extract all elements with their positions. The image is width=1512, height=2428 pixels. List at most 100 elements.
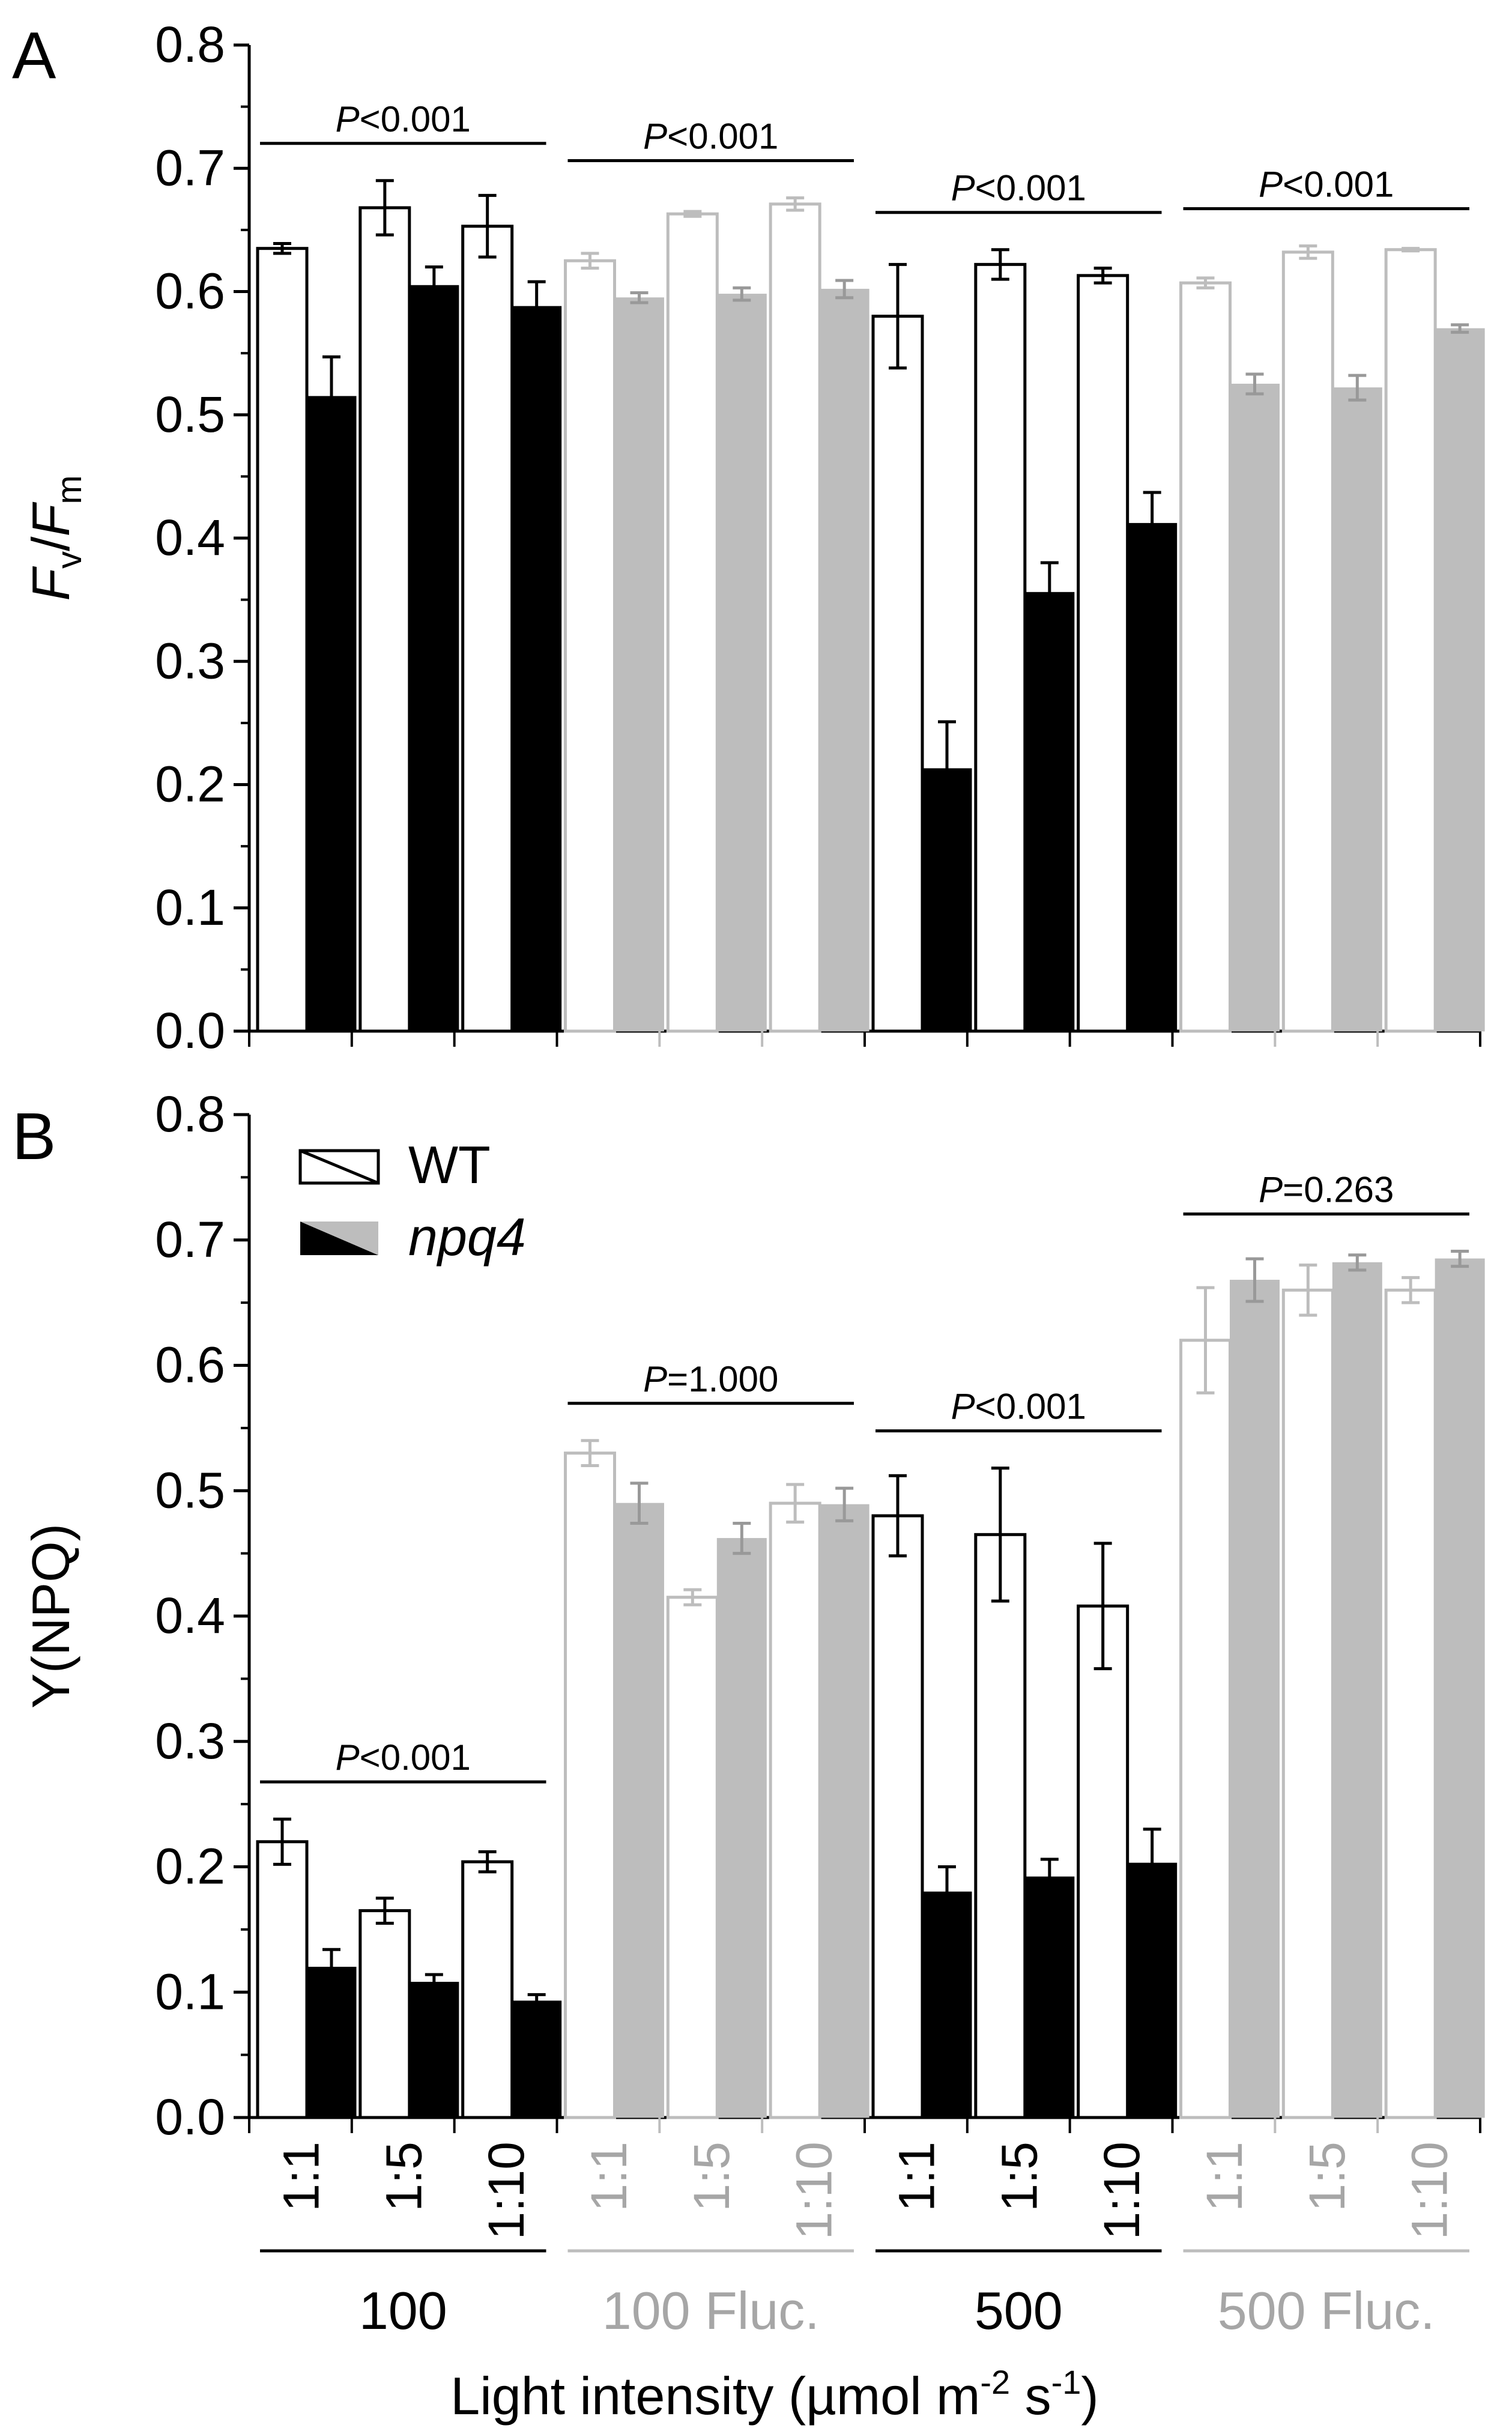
panel-a-fv-fm-chart: A 0.0 0.1 0.2 0.3 0.4 0.5 0.6 0.7 0.8 Fv/Fm P<0.001… [12,16,1485,1059]
y-tick-label: 0.3 [155,632,225,689]
x-category-label: 1:10 [786,2142,842,2240]
panel-b-ynpq-chart: B 0.0 0.1 0.2 0.3 0.4 0.5 0.6 0.7 0.8 Y(NPQ) P<0.00… [12,1086,1485,2145]
x-group-label: 500 Fluc. [1218,2281,1435,2340]
bar-npq4 [716,294,767,1032]
pvalue-label: P=1.000 [643,1359,778,1399]
bar-npq4 [1332,387,1382,1032]
x-axis-group-labels: 1:1 1:5 1:10 100 1:1 1:5 1:10 100 Fluc. 1:1 1:5 1:… [260,2142,1469,2340]
pvalue-label: P<0.001 [951,1387,1086,1427]
bar-wt [564,1452,616,2119]
bar-wt [769,202,821,1033]
x-group-label: 100 [359,2281,447,2340]
pvalue-label: P<0.001 [951,168,1086,208]
bar-wt [1384,248,1437,1033]
bar-npq4 [1435,328,1485,1032]
x-category-label: 1:1 [888,2142,945,2212]
x-category-label: 1:10 [1093,2142,1150,2240]
y-tick-label: 0.6 [155,263,225,319]
x-group-label: 100 Fluc. [602,2281,820,2340]
y-tick-label: 0.4 [155,509,225,566]
bar-npq4 [1332,1262,1382,2118]
x-category-label: 1:1 [1196,2142,1253,2212]
bar-npq4 [1127,1862,1178,2118]
y-tick-label: 0.2 [155,756,225,813]
bar-wt [1179,281,1232,1033]
pvalue-label: P<0.001 [1259,165,1394,205]
pvalue-label: P<0.001 [336,1737,471,1778]
bar-wt [256,247,309,1033]
y-tick-label: 0.6 [155,1337,225,1393]
y-tick-label: 0.1 [155,1963,225,2020]
bar-wt [871,315,924,1033]
x-category-label: 1:5 [683,2142,740,2212]
bar-npq4 [614,297,664,1032]
bar-npq4 [1230,383,1280,1032]
y-tick-label: 0.2 [155,1838,225,1895]
bar-wt [461,225,514,1033]
y-tick-label: 0.5 [155,1462,225,1518]
y-tick-label: 0.5 [155,386,225,443]
y-tick-label: 0.0 [155,1002,225,1059]
x-category-label: 1:5 [1299,2142,1355,2212]
bar-npq4 [922,1891,972,2118]
bar-wt [871,1514,924,2119]
panel-label: B [12,1100,56,1173]
bar-wt [666,212,719,1033]
bar-npq4 [716,1538,767,2118]
panel-label: A [12,19,56,92]
bar-npq4 [819,1504,869,2118]
y-tick-label: 0.1 [155,879,225,936]
bar-wt [1179,1339,1232,2119]
bar-npq4 [409,285,459,1032]
bar-wt [1077,274,1129,1033]
bar-wt [974,1533,1027,2119]
bar-npq4 [306,396,357,1032]
y-axis-title: Fv/Fm [21,475,89,601]
y-tick-label: 0.0 [155,2089,225,2145]
bar-wt [1384,1288,1437,2119]
pvalue-label: P=0.263 [1259,1170,1394,1210]
bar-npq4 [512,306,562,1032]
y-tick-label: 0.4 [155,1587,225,1644]
x-category-label: 1:5 [991,2142,1047,2212]
bar-npq4 [1127,522,1178,1032]
pvalue-label: P<0.001 [643,117,778,157]
bar-npq4 [1230,1280,1280,2118]
y-tick-label: 0.7 [155,1211,225,1268]
x-category-label: 1:10 [478,2142,534,2240]
legend-swatch-wt [298,1149,380,1185]
bar-npq4 [409,1982,459,2118]
bar-npq4 [512,2000,562,2118]
bar-npq4 [614,1503,664,2118]
pvalue-label: P<0.001 [336,99,471,139]
bar-wt [666,1596,719,2119]
x-category-label: 1:1 [273,2142,329,2212]
bar-wt [564,259,616,1033]
y-tick-label: 0.8 [155,1086,225,1142]
bar-npq4 [306,1967,357,2118]
bar-npq4 [1024,1876,1075,2118]
y-tick-label: 0.8 [155,16,225,73]
bar-wt [256,1840,309,2119]
legend: WT npq4 [298,1135,526,1267]
bar-wt [974,262,1027,1033]
bar-npq4 [1024,592,1075,1032]
bar-npq4 [1435,1258,1485,2118]
bar-wt [769,1501,821,2119]
x-category-label: 1:5 [375,2142,432,2212]
legend-swatch-npq4 [300,1222,378,1255]
x-category-label: 1:1 [581,2142,637,2212]
bar-wt [1077,1604,1129,2119]
legend-label-npq4: npq4 [408,1207,526,1267]
y-tick-label: 0.7 [155,139,225,196]
y-axis-title: Y(NPQ) [21,1524,80,1709]
bar-npq4 [819,288,869,1032]
legend-label-wt: WT [408,1135,491,1194]
x-axis-title: Light intensity (µmol m-2 s-1) [450,2363,1098,2426]
bar-wt [358,206,411,1033]
bar-wt [1281,250,1334,1033]
bar-wt [358,1909,411,2119]
x-category-label: 1:10 [1402,2142,1458,2240]
bar-wt [461,1860,514,2119]
